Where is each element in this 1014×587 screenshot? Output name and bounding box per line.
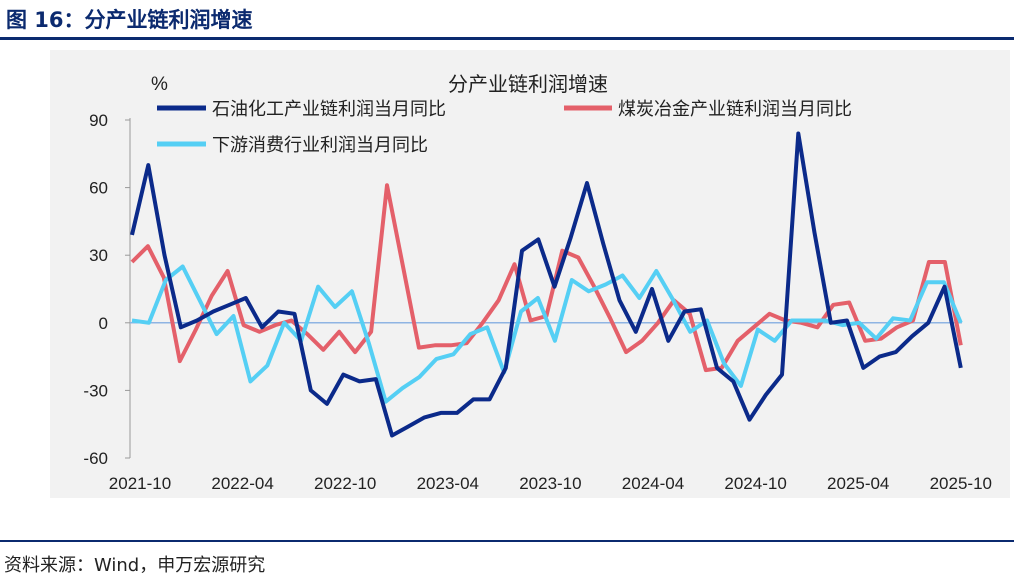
footer-rule (0, 540, 1014, 542)
x-tick-label: 2021-10 (109, 474, 171, 493)
y-tick-label: 0 (99, 314, 108, 333)
legend-label-series-2: 煤炭冶金产业链利润当月同比 (618, 99, 852, 119)
x-tick-label: 2025-10 (930, 474, 992, 493)
series-lines (130, 131, 963, 438)
series-line-1 (130, 131, 963, 438)
x-tick-label: 2023-10 (519, 474, 581, 493)
y-tick-label: -60 (83, 449, 108, 468)
y-tick-label: 30 (89, 246, 108, 265)
legend-label-series-3: 下游消费行业利润当月同比 (212, 135, 428, 155)
y-tick-label: -30 (83, 381, 108, 400)
figure-title: 图 16：分产业链利润增速 (6, 8, 253, 32)
x-tick-label: 2024-04 (622, 474, 684, 493)
y-tick-label: 90 (89, 111, 108, 130)
source-note: 资料来源：Wind，申万宏源研究 (4, 555, 266, 576)
x-tick-labels: 2021-10 2022-04 2022-10 2023-04 2023-10 2024-… (109, 474, 992, 493)
x-tick-label: 2022-04 (211, 474, 273, 493)
legend: 石油化工产业链利润当月同比 煤炭冶金产业链利润当月同比 下游消费行业利润当月同比 (157, 99, 852, 155)
x-tick-label: 2022-10 (314, 474, 376, 493)
x-tick-label: 2025-04 (827, 474, 889, 493)
legend-label-series-1: 石油化工产业链利润当月同比 (212, 99, 446, 119)
chart-background (50, 50, 1010, 498)
x-tick-label: 2024-10 (724, 474, 786, 493)
series-line-3 (131, 264, 963, 404)
y-tick-labels: 90 60 30 0 -30 -60 (83, 111, 130, 468)
y-axis-unit: % (151, 74, 168, 95)
x-tick-label: 2023-04 (417, 474, 479, 493)
series-line-2 (130, 183, 963, 373)
chart-title: 分产业链利润增速 (448, 73, 608, 96)
y-tick-label: 60 (89, 179, 108, 198)
title-rule (0, 37, 1014, 40)
